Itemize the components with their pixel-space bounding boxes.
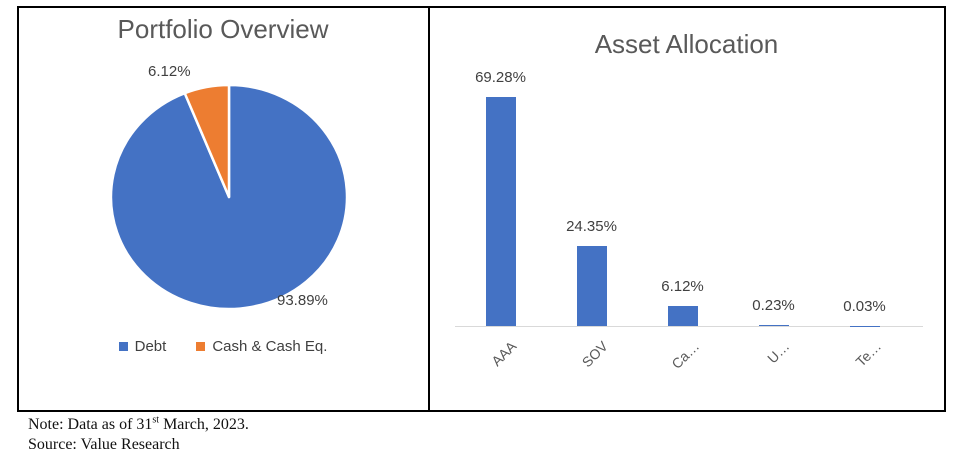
legend-item: Debt (118, 338, 167, 355)
pie-data-label-cash: 6.12% (148, 63, 191, 80)
pie-chart (109, 83, 349, 311)
bar-value-label: 24.35% (566, 217, 617, 235)
bar-value-label: 69.28% (475, 69, 526, 86)
footnote-line-1: Note: Data as of 31st March, 2023. (28, 415, 249, 435)
bar-value-label: 0.03% (843, 297, 886, 315)
footnote-text: Note: Data as of 31 (28, 416, 153, 433)
legend-label: Cash & Cash Eq. (212, 338, 328, 355)
bar-value-label: 6.12% (661, 277, 704, 295)
panel-divider (428, 8, 430, 410)
legend-item: Cash & Cash Eq. (196, 338, 327, 355)
legend-swatch-icon (118, 342, 128, 351)
bar-ca (667, 305, 698, 326)
pie-legend: Debt Cash & Cash Eq. (18, 338, 428, 355)
bar-sov (576, 245, 607, 326)
bar-aaa (485, 97, 516, 326)
bar-chart-title: Asset Allocation (594, 29, 779, 59)
x-axis-line (455, 326, 923, 327)
bar-value-label: 0.23% (752, 297, 795, 315)
pie-data-label-debt: 93.89% (277, 292, 328, 309)
footnote-line-2: Source: Value Research (28, 436, 180, 453)
pie-chart-title: Portfolio Overview (117, 14, 329, 44)
legend-label: Debt (134, 338, 167, 355)
footnote-text: March, 2023. (159, 416, 249, 433)
legend-swatch-icon (196, 342, 206, 351)
footnote: Note: Data as of 31st March, 2023. Sourc… (28, 415, 249, 455)
pie-slice-cash-cash-eq (183, 83, 231, 199)
footnote-superscript: st (152, 414, 160, 426)
bar-u (758, 325, 789, 326)
